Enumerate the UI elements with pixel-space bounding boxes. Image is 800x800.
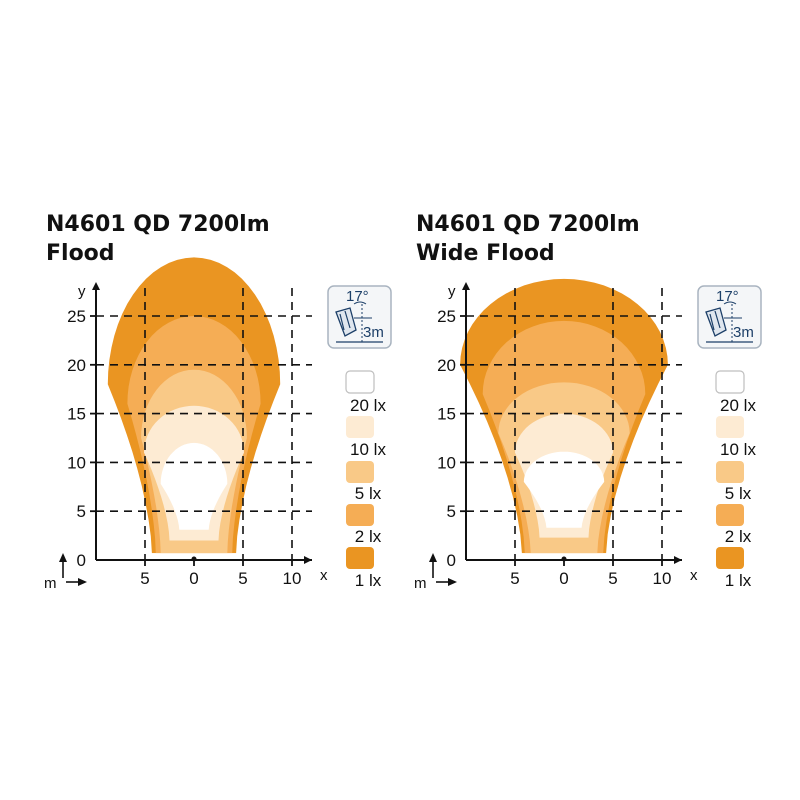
- x-tick-label: 5: [608, 569, 617, 588]
- mount-height-label: 3m: [733, 324, 754, 341]
- x-tick-label: 10: [653, 569, 672, 588]
- mount-icon-lamp: [705, 307, 727, 337]
- x-tick-label: 0: [559, 569, 568, 588]
- legend-label-5lx: 5 lx: [725, 484, 752, 503]
- legend-label-20lx: 20 lx: [720, 396, 756, 415]
- y-tick-label: 25: [67, 307, 86, 326]
- y-tick-label: 10: [67, 453, 86, 472]
- y-tick-label: 20: [67, 356, 86, 375]
- x-axis-arrow: [674, 556, 682, 564]
- x-tick-label: 5: [510, 569, 519, 588]
- mount-icon-lamp-ribs: [339, 310, 351, 331]
- x-tick-label: 5: [238, 569, 247, 588]
- y-tick-label: 15: [67, 405, 86, 424]
- x-axis-arrow: [304, 556, 312, 564]
- y-tick-label: 5: [447, 502, 456, 521]
- legend-swatch-5lx: [716, 461, 744, 483]
- isolux-chart-wide-flood: y x 0 5 10 15 20 25 5 0 5 10 m 17° 3m 20 lx 10 lx 5 lx 2 l…: [414, 278, 762, 592]
- unit-marker: [429, 553, 457, 586]
- chart-title-line1: N4601 QD 7200lm: [46, 212, 270, 237]
- y-tick-label: 25: [437, 307, 456, 326]
- isolux-areas: [107, 257, 281, 554]
- y-axis-label: y: [78, 283, 86, 300]
- x-tick-label: 5: [140, 569, 149, 588]
- y-tick-label: 20: [437, 356, 456, 375]
- unit-label: m: [414, 575, 427, 592]
- legend-label-2lx: 2 lx: [725, 527, 752, 546]
- unit-arrow-up-head: [429, 553, 437, 562]
- y-axis-arrow: [92, 282, 100, 290]
- legend-label-1lx: 1 lx: [725, 571, 752, 590]
- y-tick-label: 0: [77, 551, 86, 570]
- legend-label-20lx: 20 lx: [350, 396, 386, 415]
- grid: [466, 288, 682, 560]
- unit-label: m: [44, 575, 57, 592]
- isolux-areas: [460, 278, 668, 554]
- legend-swatch-20lx: [345, 370, 375, 394]
- axes: [95, 288, 312, 561]
- legend-swatch-20lx: [715, 370, 745, 394]
- mount-icon-lamp-ribs: [709, 310, 721, 331]
- isolux-area-20lx: [160, 442, 228, 530]
- legend: 20 lx 10 lx 5 lx 2 lx 1 lx: [345, 370, 386, 590]
- legend-swatch-5lx: [346, 461, 374, 483]
- legend-swatch-2lx: [346, 504, 374, 526]
- y-tick-label: 0: [447, 551, 456, 570]
- legend-label-10lx: 10 lx: [350, 440, 386, 459]
- chart-title-line1: N4601 QD 7200lm: [416, 212, 640, 237]
- ticks: [460, 315, 663, 566]
- legend-swatch-1lx: [716, 547, 744, 569]
- legend: 20 lx 10 lx 5 lx 2 lx 1 lx: [715, 370, 756, 590]
- legend-label-2lx: 2 lx: [355, 527, 382, 546]
- mount-angle-label: 17°: [716, 288, 739, 305]
- x-tick-label: 10: [283, 569, 302, 588]
- unit-arrow-right-head: [448, 578, 457, 586]
- x-axis-label: x: [320, 567, 328, 584]
- grid: [96, 288, 312, 560]
- isolux-area-20lx: [523, 451, 605, 528]
- legend-swatch-10lx: [346, 416, 374, 438]
- unit-marker: [59, 553, 87, 586]
- chart-title: N4601 QD 7200lm Flood: [46, 210, 270, 268]
- isolux-chart-flood: y x 0 5 10 15 20 25 5 0 5 10 m 17° 3m 20 lx 10 lx 5 lx 2 l…: [44, 257, 392, 592]
- y-axis-arrow: [462, 282, 470, 290]
- y-tick-label: 5: [77, 502, 86, 521]
- axes: [465, 288, 682, 561]
- mount-height-label: 3m: [363, 324, 384, 341]
- chart-title-line2: Wide Flood: [416, 241, 555, 266]
- mount-icon-angle-arc: [723, 301, 737, 305]
- mount-icon-angle-arc: [353, 301, 367, 305]
- mounting-angle-icon: 17° 3m: [697, 285, 762, 349]
- legend-label-5lx: 5 lx: [355, 484, 382, 503]
- x-axis-label: x: [690, 567, 698, 584]
- chart-panel-flood: N4601 QD 7200lm Flood y x 0 5 10 15 20 25 5 0 5 10 m…: [44, 210, 392, 592]
- y-axis-label: y: [448, 283, 456, 300]
- mounting-angle-icon: 17° 3m: [327, 285, 392, 349]
- legend-swatch-2lx: [716, 504, 744, 526]
- y-tick-label: 10: [437, 453, 456, 472]
- unit-arrow-right-head: [78, 578, 87, 586]
- unit-arrow-up-head: [59, 553, 67, 562]
- chart-title: N4601 QD 7200lm Wide Flood: [416, 210, 640, 268]
- legend-swatch-1lx: [346, 547, 374, 569]
- legend-label-1lx: 1 lx: [355, 571, 382, 590]
- mount-angle-label: 17°: [346, 288, 369, 305]
- legend-swatch-10lx: [716, 416, 744, 438]
- mount-icon-lamp: [335, 307, 357, 337]
- light-origin-dot: [191, 556, 197, 562]
- legend-label-10lx: 10 lx: [720, 440, 756, 459]
- chart-panel-wide-flood: N4601 QD 7200lm Wide Flood y x 0 5 10 15 20 25 5…: [370, 0, 770, 800]
- light-origin-dot: [561, 556, 567, 562]
- chart-title-line2: Flood: [46, 241, 115, 266]
- x-tick-label: 0: [189, 569, 198, 588]
- y-tick-label: 15: [437, 405, 456, 424]
